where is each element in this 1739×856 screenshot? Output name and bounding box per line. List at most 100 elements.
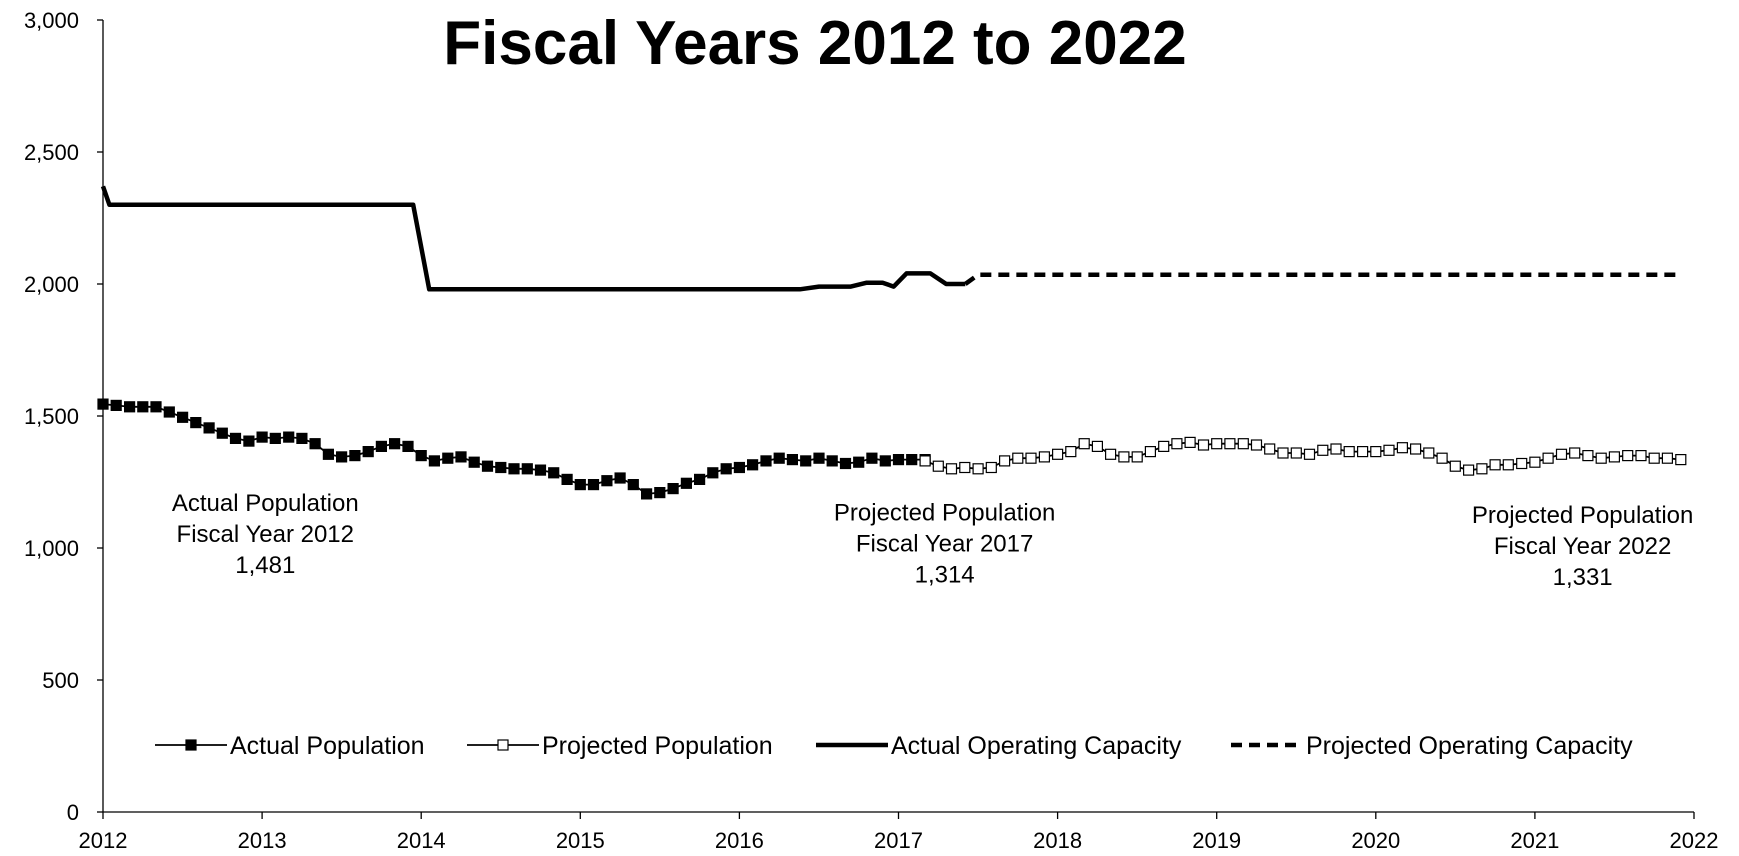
projected-population-point bbox=[1555, 448, 1568, 460]
projected-population-point bbox=[1131, 451, 1143, 463]
actual-population-point bbox=[150, 401, 162, 413]
projected-population-point bbox=[1237, 438, 1249, 450]
projected-population-point bbox=[1290, 447, 1302, 459]
actual-population-point bbox=[561, 473, 573, 485]
actual-population-point bbox=[402, 440, 414, 452]
annotation: Actual Population Fiscal Year 2012 1,481 bbox=[172, 490, 359, 579]
projected-population-point bbox=[972, 463, 984, 475]
actual-population-point bbox=[667, 483, 679, 495]
actual-population-point bbox=[839, 457, 852, 470]
annotation-line: Fiscal Year 2022 bbox=[1494, 533, 1671, 560]
projected-population-point bbox=[1078, 438, 1090, 450]
actual-population-point bbox=[442, 452, 454, 464]
projected-population-point bbox=[1542, 452, 1554, 464]
y-tick-label: 1,500 bbox=[24, 404, 79, 429]
projected-population-point bbox=[1476, 463, 1488, 475]
x-tick-label: 2017 bbox=[874, 828, 923, 853]
projected-population-point bbox=[985, 461, 997, 474]
actual-population-point bbox=[415, 450, 427, 462]
actual-population-point bbox=[879, 455, 891, 467]
actual-population-point bbox=[548, 467, 560, 479]
projected-population-point bbox=[1622, 450, 1634, 462]
actual-population-point bbox=[216, 427, 228, 439]
actual-population-point bbox=[256, 431, 268, 443]
projected-population-point bbox=[1529, 456, 1541, 468]
x-tick-label: 2022 bbox=[1670, 828, 1719, 853]
projected-population-point bbox=[1303, 448, 1316, 460]
actual-population-point bbox=[773, 452, 785, 464]
actual-population-point bbox=[574, 479, 586, 491]
projected-population-point bbox=[1595, 452, 1607, 464]
projected-population-point bbox=[1675, 454, 1687, 466]
actual-population-point bbox=[614, 472, 626, 484]
actual-population-point bbox=[468, 456, 480, 468]
actual-population-point bbox=[123, 401, 136, 413]
legend-label-projected-operating-capacity: Projected Operating Capacity bbox=[1306, 732, 1633, 760]
actual-population-point bbox=[654, 487, 666, 499]
y-tick-label: 1,000 bbox=[24, 536, 79, 561]
projected-population-point bbox=[1171, 438, 1183, 450]
projected-population-point bbox=[1423, 447, 1435, 459]
legend-label-projected-population: Projected Population bbox=[542, 732, 773, 760]
projected-population-point bbox=[1383, 444, 1395, 456]
x-tick-label: 2021 bbox=[1510, 828, 1559, 853]
actual-population-point bbox=[906, 454, 918, 466]
actual-population-point bbox=[283, 431, 295, 443]
x-tick-label: 2019 bbox=[1192, 828, 1241, 853]
projected-population-point bbox=[1038, 451, 1051, 463]
x-tick-label: 2015 bbox=[556, 828, 605, 853]
actual-population-point bbox=[733, 461, 746, 474]
x-tick-label: 2020 bbox=[1351, 828, 1400, 853]
projected-population-point bbox=[1489, 459, 1501, 471]
annotation-line: Projected Population bbox=[834, 499, 1055, 526]
projected-population-point bbox=[1197, 439, 1210, 451]
actual-population-point bbox=[786, 454, 799, 466]
actual-population-point bbox=[892, 454, 905, 466]
actual-population-point bbox=[813, 452, 825, 464]
actual-population-point bbox=[375, 440, 387, 452]
actual-population-point bbox=[336, 451, 348, 463]
y-tick-label: 500 bbox=[42, 668, 79, 693]
actual-population-point bbox=[362, 446, 374, 458]
projected-population-point bbox=[932, 460, 944, 472]
actual-population-point bbox=[800, 455, 812, 467]
projected-population-point bbox=[1569, 447, 1581, 459]
actual-population-point bbox=[587, 479, 600, 491]
actual-population-point bbox=[481, 460, 494, 472]
projected-population-point bbox=[1661, 452, 1674, 464]
series-layer bbox=[97, 185, 1687, 500]
actual-population-point bbox=[866, 452, 878, 464]
projected-population-point bbox=[1648, 452, 1660, 464]
projected-population-point bbox=[1516, 457, 1528, 470]
actual-population-line bbox=[102, 403, 926, 495]
x-tick-label: 2018 bbox=[1033, 828, 1082, 853]
y-tick-label: 0 bbox=[67, 800, 79, 825]
actual-population-point bbox=[269, 432, 281, 444]
y-tick-label: 2,000 bbox=[24, 272, 79, 297]
actual-population-point bbox=[680, 477, 693, 489]
actual-population-point bbox=[455, 451, 467, 463]
actual-population-point bbox=[707, 467, 719, 479]
actual-population-point bbox=[826, 455, 838, 467]
actual-population-point bbox=[243, 435, 255, 447]
x-tick-label: 2016 bbox=[715, 828, 764, 853]
annotation: Projected Population Fiscal Year 2022 1,33… bbox=[1472, 502, 1693, 591]
projected-population-point bbox=[1396, 442, 1409, 454]
projected-population-point bbox=[1277, 447, 1289, 459]
projected-population-point bbox=[1370, 446, 1382, 458]
projected-population-point bbox=[1635, 450, 1647, 462]
projected-population-point bbox=[1449, 460, 1461, 472]
actual-population-point bbox=[428, 455, 440, 467]
legend-label-actual-population: Actual Population bbox=[230, 732, 425, 760]
chart-title: Fiscal Years 2012 to 2022 bbox=[443, 9, 1186, 78]
projected-population-point bbox=[1051, 448, 1064, 460]
projected-population-point bbox=[1224, 438, 1236, 450]
projected-population-point bbox=[1211, 438, 1223, 450]
x-tick-label: 2013 bbox=[238, 828, 287, 853]
annotation-line: 1,481 bbox=[235, 552, 295, 579]
legend: Actual Population Projected Population Act… bbox=[155, 732, 1633, 760]
projected-population-point bbox=[945, 463, 958, 475]
projected-population-point bbox=[1264, 443, 1276, 455]
annotation-line: 1,314 bbox=[915, 561, 975, 588]
legend-marker-actual-population bbox=[185, 739, 197, 751]
